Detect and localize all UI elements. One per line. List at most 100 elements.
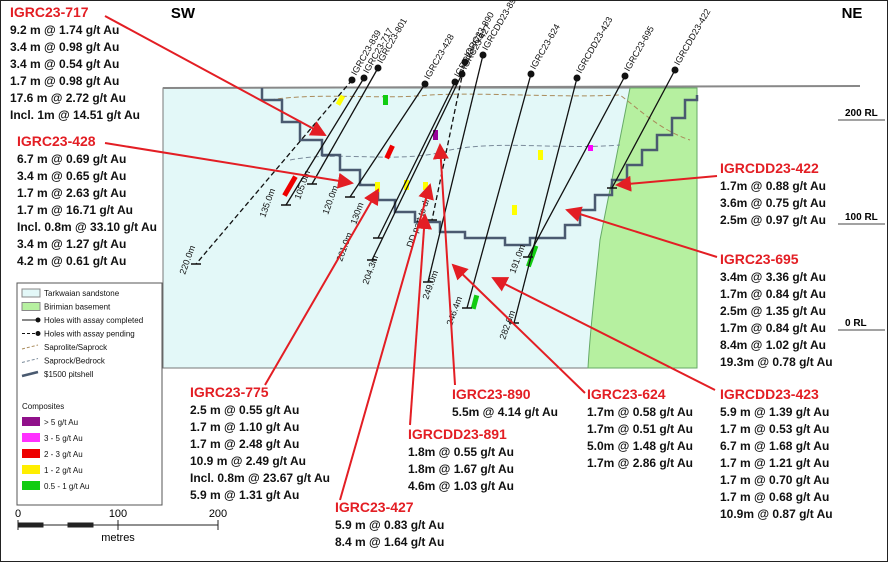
callout-line: 1.7 m @ 1.21 g/t Au [720,456,829,470]
legend-label: Birimian basement [44,303,111,312]
callout-arrow [451,263,586,394]
drill-hole [431,61,466,221]
callout-line: 1.7m @ 0.84 g/t Au [720,321,826,335]
callout-title: IGRCDD23-891 [408,426,507,442]
callout-line: Incl. 1m @ 14.51 g/t Au [10,108,140,122]
callout-title: IGRC23-624 [587,386,666,402]
drill-hole [285,77,365,206]
callout-line: 6.7 m @ 1.68 g/t Au [720,439,829,453]
callout-arrow [565,206,718,258]
callout-arrow [104,15,327,136]
drill-hole [466,73,532,309]
callout-line: 1.7 m @ 2.48 g/t Au [190,437,299,451]
legend-swatch [21,358,39,363]
pitshell [260,88,699,247]
callout-line: 2.5 m @ 0.55 g/t Au [190,403,299,417]
legend-swatch [35,317,41,323]
callout-line: 4.2 m @ 0.61 g/t Au [17,254,126,268]
scale-bar [17,520,219,530]
drill-hole [427,54,484,283]
collar [360,74,368,82]
collar [479,51,487,59]
callout-line: 1.7 m @ 0.68 g/t Au [720,490,829,504]
legend-label: Holes with assay completed [44,316,143,325]
callout-line: 5.9 m @ 1.39 g/t Au [720,405,829,419]
legend-swatch [22,449,40,458]
callout-line: 3.6m @ 0.75 g/t Au [720,196,826,210]
legend-label: 0.5 - 1 g/t Au [44,482,89,491]
legend-label: Tarkwaian sandstone [44,289,120,298]
callout-line: 8.4 m @ 1.64 g/t Au [335,535,444,549]
collar [421,80,429,88]
legend-label: Saprock/Bedrock [44,357,106,366]
scale-tick: 0 [15,508,21,520]
legend-subtitle: Composites [22,402,64,411]
callout-line: 5.9 m @ 1.31 g/t Au [190,488,299,502]
drill-hole [527,75,626,258]
topography [162,85,861,89]
callout-line: 2.5m @ 0.97 g/t Au [720,213,826,227]
orientation-right: NE [842,5,863,22]
drill-hole [611,69,676,189]
legend-label: > 5 g/t Au [44,418,78,427]
collar [671,66,679,74]
callout-line: 1.7m @ 0.58 g/t Au [587,405,693,419]
collar [621,72,629,80]
callout-line: 1.8m @ 1.67 g/t Au [408,462,514,476]
callout-title: IGRC23-717 [10,4,89,20]
legend-label: Holes with assay pending [44,330,135,339]
legend-box [16,282,163,506]
legend-swatch [35,331,41,336]
callout-line: 6.7 m @ 0.69 g/t Au [17,152,126,166]
callout-line: 1.7 m @ 1.10 g/t Au [190,420,299,434]
legend-swatch [22,433,40,442]
scale-tick: 200 [209,508,227,520]
drill-hole [377,81,456,239]
callout-line: 3.4 m @ 1.27 g/t Au [17,237,126,251]
basement-area [587,87,698,369]
legend-label: Saprolite/Saprock [44,343,108,352]
legend-swatch [22,465,40,474]
legend-label: 3 - 5 g/t Au [44,434,83,443]
legend-swatch [22,417,40,426]
legend-label: 1 - 2 g/t Au [44,466,83,475]
callout-line: 5.5m @ 4.14 g/t Au [452,405,558,419]
callout-line: Incl. 0.8m @ 23.67 g/t Au [190,471,330,485]
rl-label: 200 RL [845,108,878,119]
rl-ticks [838,119,885,331]
callout-line: 17.6 m @ 2.72 g/t Au [10,91,126,105]
callout-arrow [264,188,380,386]
callout-line: 1.7m @ 2.86 g/t Au [587,456,693,470]
callout-line: 1.7m @ 0.88 g/t Au [720,179,826,193]
callout-arrow [432,143,456,386]
collar [461,58,469,66]
saprolite-line [269,93,691,141]
callout-line: 10.9m @ 0.87 g/t Au [720,507,833,521]
legend-swatch [22,481,40,490]
callout-line: 2.5m @ 1.35 g/t Au [720,304,826,318]
legend-swatch [21,344,39,350]
callout-line: 1.7 m @ 16.71 g/t Au [17,203,133,217]
callout-line: Incl. 0.8m @ 33.10 g/t Au [17,220,157,234]
rl-label: 100 RL [845,212,878,223]
drill-hole [311,67,379,185]
callout-title: IGRC23-427 [335,499,414,515]
collar [348,76,356,84]
scale-tick: 100 [109,508,127,520]
collar [527,70,535,78]
scale-unit: metres [101,532,135,544]
callout-arrow [615,175,718,192]
callout-line: 1.7m @ 0.84 g/t Au [720,287,826,301]
callout-line: 1.7 m @ 0.53 g/t Au [720,422,829,436]
callout-arrow [339,183,434,501]
callout-line: 9.2 m @ 1.74 g/t Au [10,23,119,37]
callout-line: 1.7 m @ 0.98 g/t Au [10,74,119,88]
callout-title: IGRC23-775 [190,384,269,400]
callout-line: 3.4 m @ 0.65 g/t Au [17,169,126,183]
callout-line: 19.3m @ 0.78 g/t Au [720,355,833,369]
drill-hole [371,73,463,261]
callout-line: 3.4m @ 3.36 g/t Au [720,270,826,284]
callout-line: 10.9 m @ 2.49 g/t Au [190,454,306,468]
callout-title: IGRCDD23-422 [720,160,819,176]
